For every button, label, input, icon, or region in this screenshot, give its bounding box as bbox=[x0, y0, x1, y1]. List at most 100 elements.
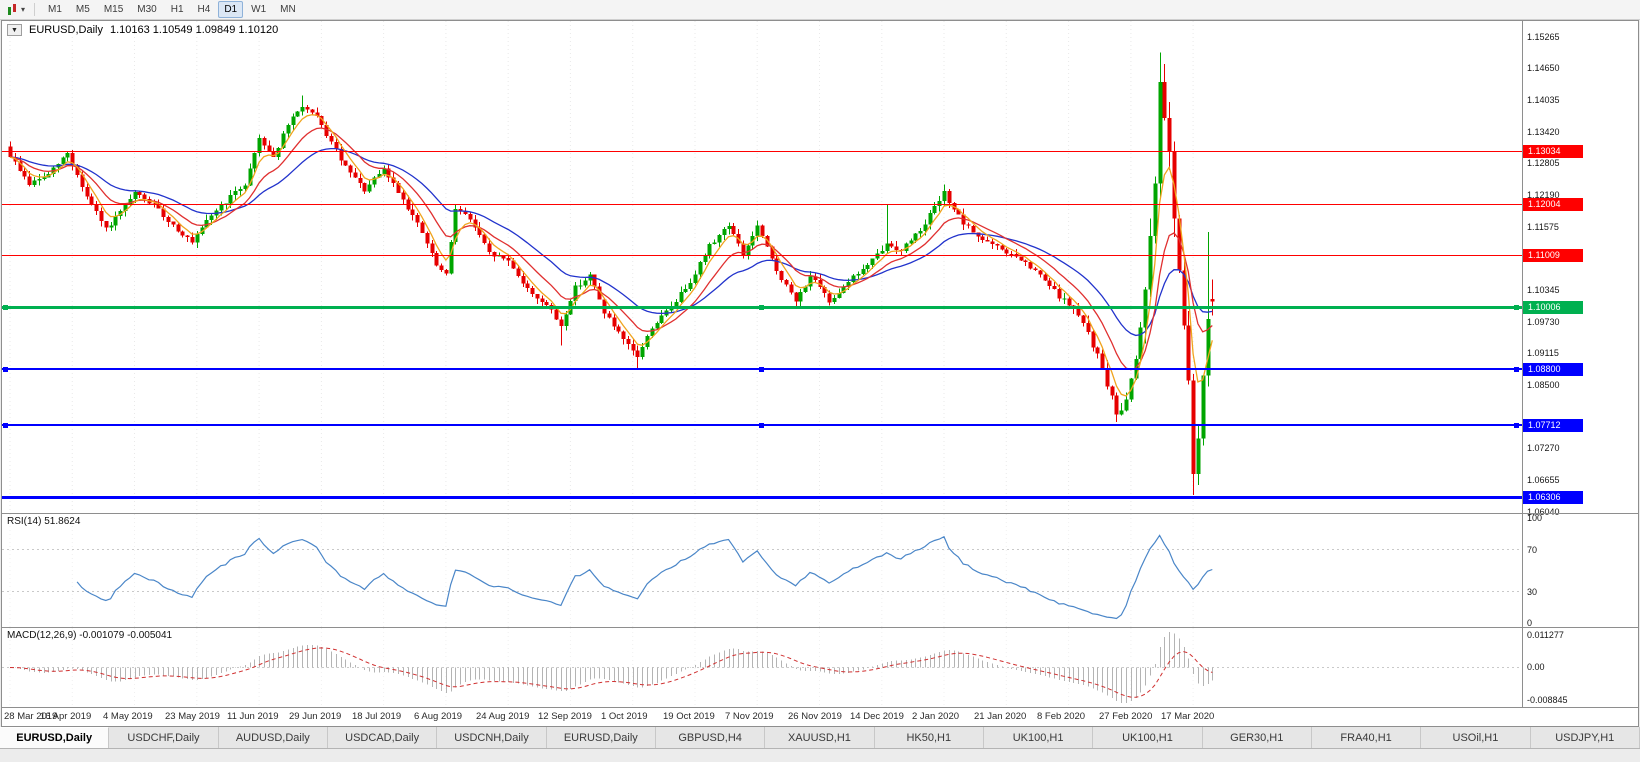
time-axis-label: 28 Mar 2019 bbox=[4, 711, 58, 722]
time-axis-label: 7 Nov 2019 bbox=[725, 711, 774, 722]
hline-handle[interactable] bbox=[1514, 305, 1519, 310]
status-bar bbox=[0, 749, 1640, 762]
chart-title: ▼ EURUSD,Daily 1.10163 1.10549 1.09849 1… bbox=[7, 24, 278, 36]
chart-tab-uk100-h1[interactable]: UK100,H1 bbox=[1093, 727, 1203, 748]
timeframe-button-m5[interactable]: M5 bbox=[75, 4, 90, 15]
timeframe-button-w1[interactable]: W1 bbox=[251, 4, 267, 15]
rsi-panel-canvas[interactable] bbox=[2, 514, 1522, 627]
hline-1.13034[interactable] bbox=[2, 151, 1522, 152]
macd-panel-canvas[interactable] bbox=[2, 628, 1522, 707]
price-tick-label: 1.09730 bbox=[1527, 317, 1560, 327]
macd-axis-label: 0.011277 bbox=[1527, 630, 1564, 640]
rsi-axis-label: 0 bbox=[1527, 618, 1533, 628]
hline-handle[interactable] bbox=[3, 305, 8, 310]
chart-tab-audusd-daily[interactable]: AUDUSD,Daily bbox=[219, 727, 328, 748]
hline-1.06306[interactable] bbox=[2, 496, 1522, 499]
hline-handle[interactable] bbox=[3, 423, 8, 428]
hline-handle[interactable] bbox=[759, 305, 764, 310]
time-axis-separator bbox=[2, 707, 1638, 708]
top-toolbar: ▾ M1 M5 M15 M30 H1 H4 D1 W1 MN bbox=[0, 0, 1640, 20]
time-axis-label: 17 Mar 2020 bbox=[1161, 711, 1215, 722]
time-axis-label: 24 Aug 2019 bbox=[476, 711, 530, 722]
timeframe-button-h4[interactable]: H4 bbox=[197, 4, 211, 15]
time-axis-label: 27 Feb 2020 bbox=[1099, 711, 1153, 722]
chart-tab-usdjpy-h1[interactable]: USDJPY,H1 bbox=[1531, 727, 1640, 748]
rsi-axis-label: 70 bbox=[1527, 545, 1538, 555]
chart-ohlc-readout: 1.10163 1.10549 1.09849 1.10120 bbox=[109, 24, 279, 36]
hline-handle[interactable] bbox=[759, 367, 764, 372]
hline-handle[interactable] bbox=[1514, 367, 1519, 372]
hline-price-tag-1.11009: 1.11009 bbox=[1523, 249, 1583, 262]
macd-indicator-name: MACD(12,26,9) bbox=[7, 630, 77, 641]
time-axis-label: 19 Oct 2019 bbox=[663, 711, 715, 722]
timeframe-button-m30[interactable]: M30 bbox=[137, 4, 157, 15]
time-axis-label: 11 Jun 2019 bbox=[227, 711, 279, 722]
hline-handle[interactable] bbox=[3, 367, 8, 372]
time-axis-label: 18 Jul 2019 bbox=[352, 711, 402, 722]
price-tick-label: 1.14035 bbox=[1527, 95, 1560, 105]
main-chart-canvas[interactable] bbox=[2, 21, 1522, 513]
time-axis-label: 23 May 2019 bbox=[165, 711, 220, 722]
chart-window: ▼ EURUSD,Daily 1.10163 1.10549 1.09849 1… bbox=[1, 20, 1639, 727]
chart-tab-usdcad-daily[interactable]: USDCAD,Daily bbox=[328, 727, 438, 748]
time-axis-label: 26 Nov 2019 bbox=[788, 711, 842, 722]
collapse-chart-button[interactable]: ▼ bbox=[7, 24, 22, 36]
hline-price-tag-1.13034: 1.13034 bbox=[1523, 145, 1583, 158]
hline-1.12004[interactable] bbox=[2, 204, 1522, 205]
price-tick-label: 1.06040 bbox=[1527, 507, 1560, 517]
chart-type-candlestick-icon[interactable] bbox=[5, 3, 20, 17]
price-tick-label: 1.15265 bbox=[1527, 32, 1560, 42]
timeframe-button-d1[interactable]: D1 bbox=[218, 1, 244, 18]
panel-separator[interactable] bbox=[2, 627, 1638, 628]
chart-type-dropdown-icon[interactable]: ▾ bbox=[21, 5, 26, 14]
rsi-axis-label: 30 bbox=[1527, 587, 1538, 597]
timeframe-button-h1[interactable]: H1 bbox=[170, 4, 184, 15]
time-axis-label: 1 Oct 2019 bbox=[601, 711, 648, 722]
price-tick-label: 1.11575 bbox=[1527, 222, 1559, 232]
hline-price-tag-1.08800: 1.08800 bbox=[1523, 363, 1583, 376]
panel-separator[interactable] bbox=[2, 513, 1638, 514]
rsi-axis-label: 100 bbox=[1527, 513, 1543, 523]
chart-tab-eurusd-daily[interactable]: EURUSD,Daily bbox=[0, 727, 110, 748]
chart-tab-ger30-h1[interactable]: GER30,H1 bbox=[1203, 727, 1312, 748]
chart-tab-fra40-h1[interactable]: FRA40,H1 bbox=[1312, 727, 1422, 748]
time-axis-label: 12 Sep 2019 bbox=[538, 711, 592, 722]
macd-indicator-values: -0.001079 -0.005041 bbox=[79, 630, 173, 641]
hline-handle[interactable] bbox=[759, 423, 764, 428]
rsi-panel-header: RSI(14) 51.8624 bbox=[7, 516, 80, 527]
chart-tab-usoil-h1[interactable]: USOil,H1 bbox=[1421, 727, 1531, 748]
timeframe-button-m15[interactable]: M15 bbox=[103, 4, 124, 15]
price-tick-label: 1.09115 bbox=[1527, 348, 1559, 358]
hline-1.11009[interactable] bbox=[2, 255, 1522, 256]
chart-symbol-title: EURUSD,Daily bbox=[29, 24, 103, 36]
chart-tab-usdcnh-daily[interactable]: USDCNH,Daily bbox=[437, 727, 547, 748]
timeframe-button-mn[interactable]: MN bbox=[280, 4, 296, 15]
price-tick-label: 1.10345 bbox=[1527, 285, 1560, 295]
price-tick-label: 1.12190 bbox=[1527, 190, 1560, 200]
time-axis-label: 29 Jun 2019 bbox=[289, 711, 342, 722]
time-axis-label: 2 Jan 2020 bbox=[912, 711, 960, 722]
hline-handle[interactable] bbox=[1514, 423, 1519, 428]
rsi-indicator-name: RSI(14) bbox=[7, 516, 42, 527]
price-tick-label: 1.06655 bbox=[1527, 475, 1560, 485]
toolbar-separator bbox=[34, 3, 36, 16]
chart-tab-eurusd-daily[interactable]: EURUSD,Daily bbox=[547, 727, 656, 748]
timeframe-button-m1[interactable]: M1 bbox=[48, 4, 62, 15]
price-tick-label: 1.13420 bbox=[1527, 127, 1560, 137]
time-axis-label: 14 Dec 2019 bbox=[850, 711, 904, 722]
time-axis-label: 6 Aug 2019 bbox=[414, 711, 463, 722]
chart-tab-xauusd-h1[interactable]: XAUUSD,H1 bbox=[765, 727, 875, 748]
hline-price-tag-1.10006: 1.10006 bbox=[1523, 301, 1583, 314]
time-axis-label: 21 Jan 2020 bbox=[974, 711, 1027, 722]
chart-tab-gbpusd-h4[interactable]: GBPUSD,H4 bbox=[656, 727, 766, 748]
rsi-indicator-value: 51.8624 bbox=[44, 516, 81, 527]
price-tick-label: 1.14650 bbox=[1527, 63, 1560, 73]
price-tick-label: 1.07270 bbox=[1527, 443, 1560, 453]
chart-tab-usdchf-daily[interactable]: USDCHF,Daily bbox=[109, 727, 219, 748]
price-tick-label: 1.08500 bbox=[1527, 380, 1560, 390]
chart-tab-hk50-h1[interactable]: HK50,H1 bbox=[875, 727, 984, 748]
chart-tab-uk100-h1[interactable]: UK100,H1 bbox=[984, 727, 1094, 748]
macd-panel-header: MACD(12,26,9) -0.001079 -0.005041 bbox=[7, 630, 172, 641]
time-axis-label: 4 May 2019 bbox=[103, 711, 153, 722]
hline-price-tag-1.12004: 1.12004 bbox=[1523, 198, 1583, 211]
